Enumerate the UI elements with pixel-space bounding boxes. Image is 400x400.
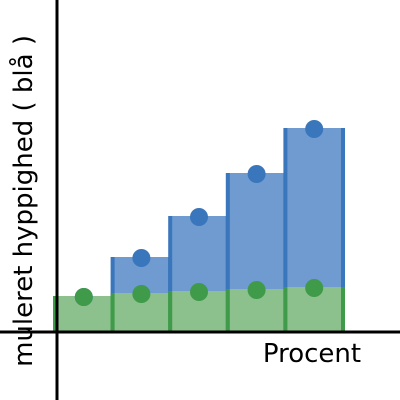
point bbox=[247, 281, 266, 299]
point bbox=[247, 165, 266, 183]
x-axis-label: Procent bbox=[263, 339, 361, 369]
point bbox=[305, 120, 324, 138]
plot-area bbox=[53, 120, 345, 332]
y-axis-label: muleret hyppighed ( blå ) bbox=[8, 35, 39, 367]
point bbox=[132, 285, 151, 303]
point bbox=[305, 279, 324, 297]
point bbox=[132, 249, 151, 267]
point bbox=[190, 208, 208, 226]
point bbox=[74, 288, 93, 306]
point bbox=[190, 283, 208, 301]
